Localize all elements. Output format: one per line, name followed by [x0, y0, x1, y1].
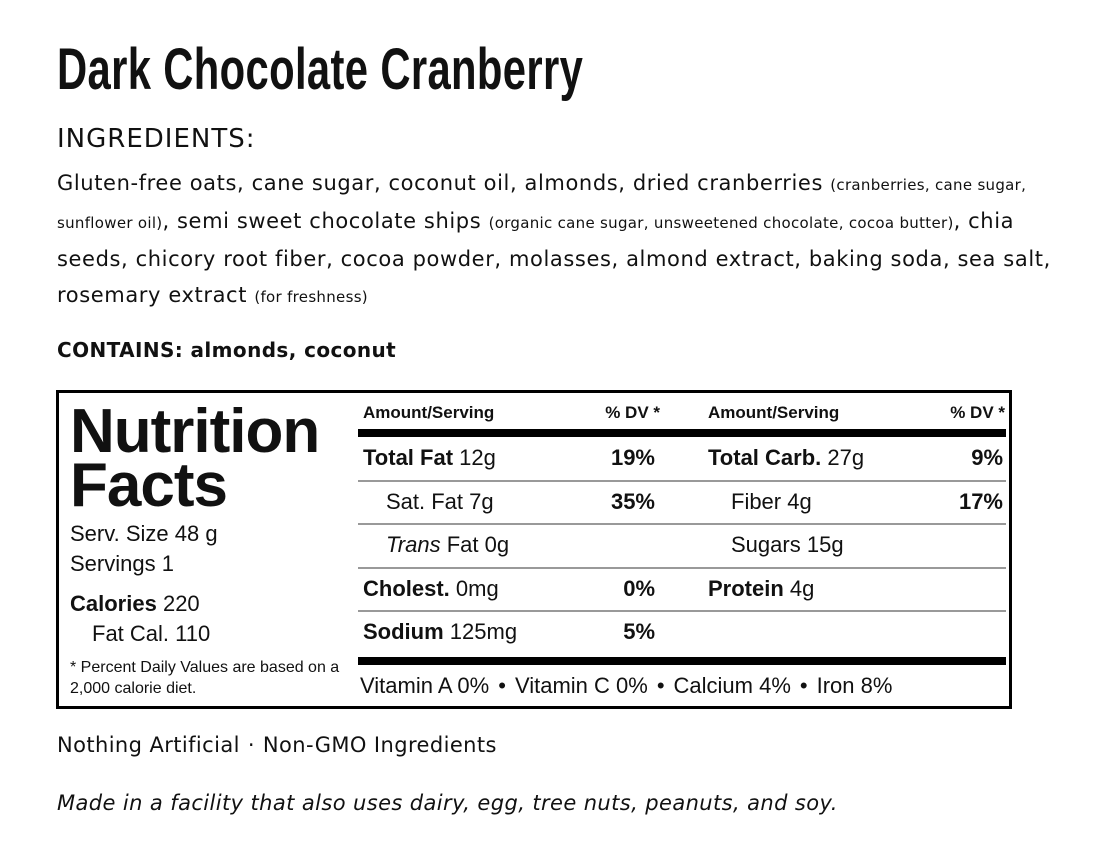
nutrient-amount: 0mg: [455, 575, 499, 601]
product-title: Dark Chocolate Cranberry: [57, 37, 584, 102]
claim: Nothing Artificial: [57, 733, 240, 757]
daily-value: 5%: [623, 619, 655, 644]
nutrient: Sodium 125mg: [363, 619, 517, 645]
nutrient-name: Trans: [386, 532, 441, 557]
nutrient-name: Fiber: [731, 488, 782, 514]
contains: CONTAINS: almonds, coconut: [57, 338, 397, 362]
nutrient-amount: 15g: [806, 532, 844, 557]
column-header: % DV *: [950, 403, 1005, 422]
nutrient-name: Protein: [708, 575, 784, 601]
nutrient-amount: 12g: [459, 445, 496, 470]
nutrient-amount: 4g: [787, 488, 812, 514]
nutrient-amount: Fat 0g: [446, 532, 510, 557]
separator: •: [799, 673, 808, 698]
nutrient: Protein 4g: [708, 576, 814, 602]
nutrient-name: Sugars: [731, 532, 801, 557]
nutrition-title: Nutrition Facts: [70, 397, 320, 520]
nutrient: Trans Fat 0g: [386, 532, 509, 558]
daily-value: 0%: [623, 575, 655, 601]
ingredient-note: (organic cane sugar, unsweetened chocola…: [488, 214, 954, 232]
calories: Calories 220: [70, 591, 200, 617]
column-header: % DV *: [605, 403, 660, 422]
row-rule: [358, 523, 1006, 525]
row-rule: [358, 610, 1006, 612]
nutrient-amount: 125mg: [449, 619, 518, 644]
nutrient: Sugars 15g: [731, 532, 844, 558]
row-rule: [358, 566, 1006, 569]
nutrient-amount: 27g: [827, 445, 865, 470]
separator: •: [498, 673, 506, 698]
nutrient: Cholest. 0mg: [363, 576, 499, 602]
serving-size: Serv. Size 48 g: [70, 521, 218, 546]
nutrient: Sat. Fat 7g: [386, 489, 494, 515]
thick-rule: [358, 656, 1006, 665]
thick-rule: [358, 429, 1006, 437]
ingredient-text: , semi sweet chocolate ships: [162, 209, 482, 233]
daily-value: 35%: [610, 488, 655, 514]
vitamin: Vitamin C 0%: [514, 673, 648, 698]
daily-value: 9%: [971, 445, 1003, 470]
nutrient-name: Sat. Fat: [386, 488, 464, 514]
claim: Non-GMO Ingredients: [262, 733, 497, 757]
column-header: Amount/Serving: [708, 403, 840, 422]
calories-label: Calories: [70, 591, 157, 616]
vitamin: Iron 8%: [816, 673, 893, 698]
nutrient-name: Sodium: [363, 619, 444, 644]
ingredients-text: Gluten-free oats, cane sugar, coconut oi…: [57, 165, 1067, 315]
daily-value: 17%: [958, 488, 1003, 514]
allergen-note: Made in a facility that also uses dairy,…: [57, 791, 838, 815]
ingredient-text: , chia seeds, chicory root fiber, cocoa …: [57, 209, 1051, 307]
nutrient-name: Total Carb.: [708, 445, 822, 470]
footnote: * Percent Daily Values are based on a 2,…: [70, 659, 340, 697]
vitamin: Calcium 4%: [673, 673, 791, 698]
fat-calories: Fat Cal. 110: [92, 621, 211, 646]
row-rule: [358, 479, 1006, 482]
calories-value: 220: [162, 591, 200, 616]
ingredient-note: (cranberries, cane sugar, sunflower oil): [57, 176, 1027, 232]
nutrition-panel: Nutrition Facts Serv. Size 48 g Servings…: [56, 390, 1012, 709]
claims: Nothing Artificial · Non-GMO Ingredients: [57, 733, 497, 757]
nutrient-name: Total Fat: [363, 445, 454, 470]
separator: •: [656, 673, 665, 698]
daily-value: 19%: [610, 445, 655, 470]
separator: ·: [247, 733, 255, 757]
servings: Servings 1: [70, 551, 174, 576]
nutrient-amount: 4g: [789, 575, 815, 601]
ingredient-text: Gluten-free oats, cane sugar, coconut oi…: [57, 171, 823, 195]
nutrient: Fiber 4g: [731, 489, 812, 515]
nutrient: Total Fat 12g: [363, 445, 496, 471]
ingredients-heading: INGREDIENTS:: [57, 124, 256, 154]
nutrient-name: Cholest.: [363, 575, 450, 601]
vitamin: Vitamin A 0%: [360, 673, 490, 698]
nutrient: Total Carb. 27g: [708, 445, 864, 471]
vitamins: Vitamin A 0% • Vitamin C 0% • Calcium 4% • Iro…: [360, 673, 892, 699]
nutrient-amount: 7g: [469, 488, 494, 514]
ingredient-note: (for freshness): [254, 288, 368, 306]
column-header: Amount/Serving: [363, 403, 495, 422]
